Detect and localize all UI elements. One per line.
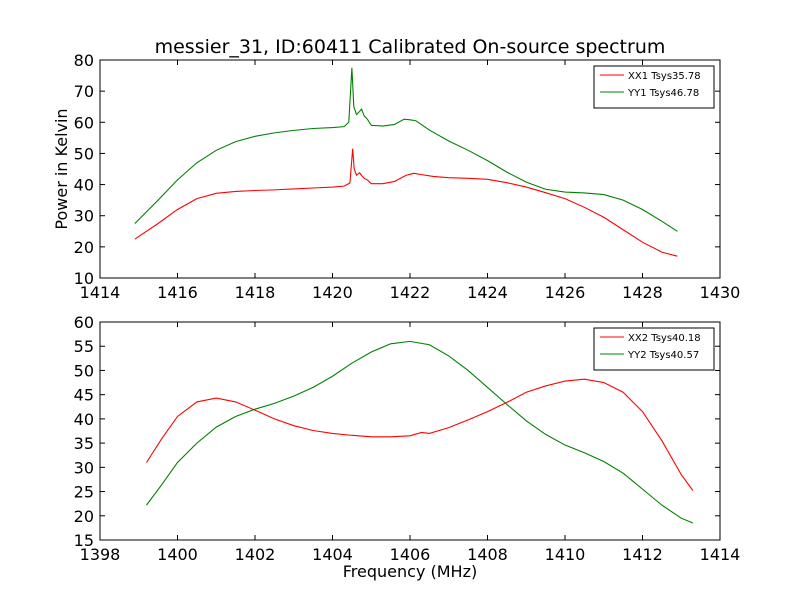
x-tick-label: 1406 (390, 545, 431, 564)
x-tick-label: 1428 (622, 283, 663, 302)
y-tick-label: 55 (74, 337, 94, 356)
x-tick-label: 1398 (80, 545, 121, 564)
legend: XX2 Tsys40.18 YY2 Tsys40.57 (593, 327, 715, 371)
series-line-0-1 (134, 67, 678, 232)
legend-entry-label: YY2 Tsys40.57 (627, 350, 699, 361)
y-tick-label: 60 (74, 313, 94, 332)
y-tick-label: 60 (74, 113, 94, 132)
y-tick-label: 80 (74, 51, 94, 70)
x-tick-label: 1416 (157, 283, 198, 302)
y-tick-label: 20 (74, 238, 94, 257)
series-line-1-0 (146, 378, 694, 491)
y-tick-label: 45 (74, 386, 94, 405)
legend: XX1 Tsys35.78 YY1 Tsys46.78 (593, 65, 715, 109)
legend-entry-label: XX2 Tsys40.18 (628, 333, 701, 344)
legend-box (593, 65, 715, 109)
x-tick-label: 1420 (312, 283, 353, 302)
x-tick-label: 1422 (390, 283, 431, 302)
x-tick-label: 1414 (700, 545, 741, 564)
x-tick-label: 1408 (467, 545, 508, 564)
x-tick-label: 1430 (700, 283, 741, 302)
top-spectrum-plot: 1414 1416 1418 1420 1422 1424 1426 1428 1430 10 20… (52, 51, 740, 302)
x-axis-label: Frequency (MHz) (343, 562, 477, 581)
legend-entry-label: XX1 Tsys35.78 (628, 71, 701, 82)
y-tick-label: 15 (74, 531, 94, 550)
y-tick-label: 30 (74, 458, 94, 477)
bottom-spectrum-plot: 1398 1400 1402 1404 1406 1408 1410 1412 1414 15 20… (74, 313, 741, 581)
y-axis-label: Power in Kelvin (52, 108, 71, 229)
figure-title: messier_31, ID:60411 Calibrated On-sourc… (155, 36, 666, 58)
x-tick-label: 1424 (467, 283, 508, 302)
y-tick-label: 50 (74, 361, 94, 380)
y-tick-label: 30 (74, 207, 94, 226)
y-tick-label: 40 (74, 410, 94, 429)
legend-entry-label: YY1 Tsys46.78 (627, 88, 699, 99)
x-tick-label: 1418 (235, 283, 276, 302)
legend-box (593, 327, 715, 371)
y-tick-label: 40 (74, 176, 94, 195)
y-tick-label: 10 (74, 269, 94, 288)
x-tick-label: 1410 (545, 545, 586, 564)
x-tick-label: 1404 (312, 545, 353, 564)
series-line-0-0 (134, 148, 678, 257)
x-tick-label: 1426 (545, 283, 586, 302)
x-tick-label: 1400 (157, 545, 198, 564)
y-tick-label: 35 (74, 434, 94, 453)
y-tick-label: 20 (74, 507, 94, 526)
y-tick-label: 50 (74, 144, 94, 163)
x-tick-label: 1412 (622, 545, 663, 564)
y-tick-label: 25 (74, 483, 94, 502)
series-line-1-1 (146, 340, 694, 524)
x-tick-label: 1414 (80, 283, 121, 302)
x-tick-label: 1402 (235, 545, 276, 564)
y-tick-label: 70 (74, 82, 94, 101)
